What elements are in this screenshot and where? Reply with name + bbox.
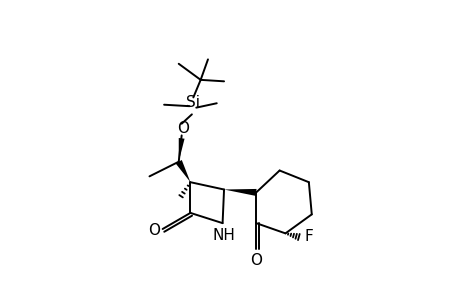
Polygon shape [224,189,256,196]
Text: O: O [250,253,262,268]
Polygon shape [256,170,279,192]
Text: O: O [177,121,189,136]
Text: Si: Si [186,95,200,110]
Text: F: F [304,230,313,244]
Polygon shape [179,138,184,162]
Text: O: O [148,223,160,238]
Text: NH: NH [212,228,235,243]
Polygon shape [175,160,190,182]
